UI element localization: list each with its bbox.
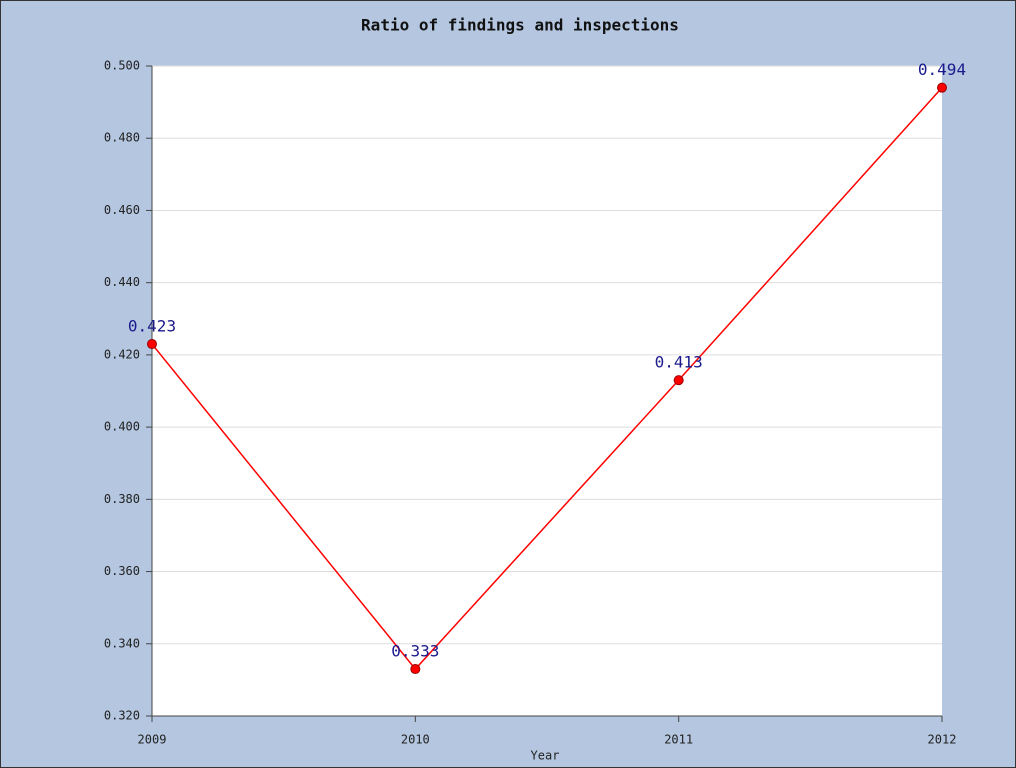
point [673, 375, 684, 386]
x-tick-label: 2012 [928, 733, 957, 747]
y-tick-label: 0.460 [104, 203, 140, 217]
y-tick-label: 0.340 [104, 636, 140, 650]
point [147, 339, 157, 350]
point [937, 82, 947, 93]
data-label: 0.413 [655, 353, 703, 372]
plot-area [152, 66, 942, 716]
data-label: 0.494 [918, 60, 966, 79]
y-tick-label: 0.360 [104, 564, 140, 578]
x-axis-label: Year [531, 749, 560, 763]
x-tick-label: 2011 [664, 733, 693, 747]
chart-title: Ratio of findings and inspections [361, 16, 679, 35]
data-label: 0.333 [391, 642, 439, 661]
x-tick-label: 2010 [401, 733, 430, 747]
point [410, 664, 421, 675]
y-tick-label: 0.500 [104, 59, 140, 73]
data-label: 0.423 [128, 317, 176, 336]
y-tick-label: 0.420 [104, 347, 140, 361]
y-tick-label: 0.400 [104, 420, 140, 434]
y-tick-label: 0.320 [104, 709, 140, 723]
y-tick-label: 0.440 [104, 275, 140, 289]
y-tick-label: 0.380 [104, 492, 140, 506]
line [151, 87, 943, 671]
y-tick-label: 0.480 [104, 131, 140, 145]
x-tick-label: 2009 [138, 733, 167, 747]
